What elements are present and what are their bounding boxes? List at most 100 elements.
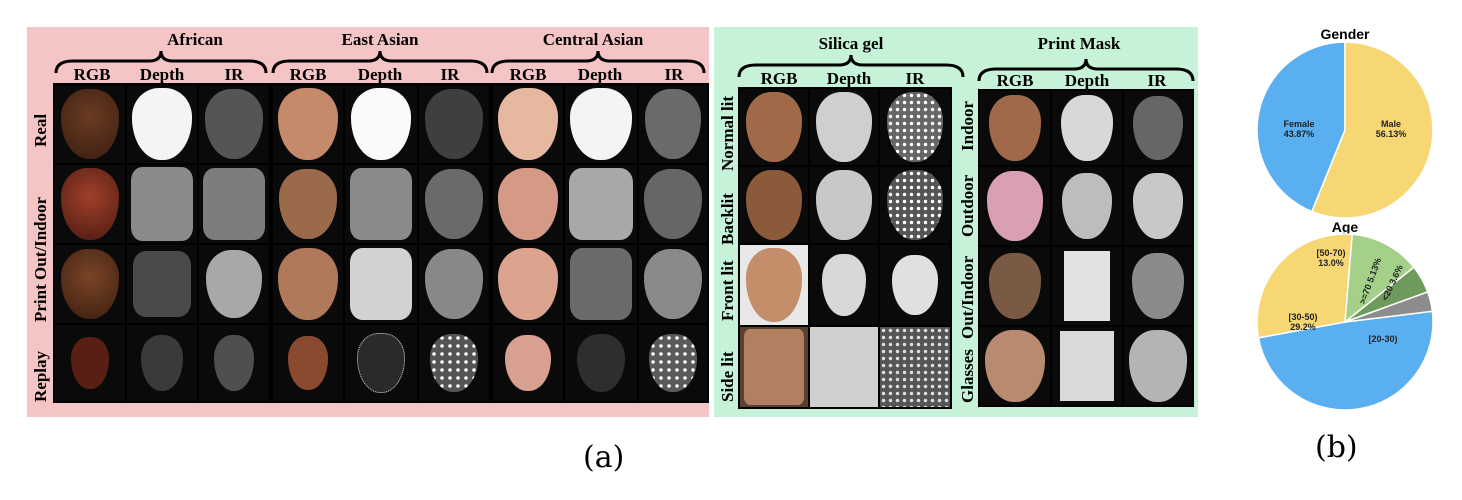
face-image — [55, 325, 125, 401]
ir-image — [199, 85, 269, 163]
group-title-silica-gel: Silica gel — [818, 34, 884, 53]
depth-image — [565, 245, 637, 323]
pie-label: [50-70) 13.0% — [1316, 248, 1345, 268]
depth-image — [1052, 167, 1122, 245]
depth-image — [345, 325, 417, 401]
col-rgb: RGB — [996, 71, 1034, 90]
col-rgb: RGB — [73, 65, 111, 84]
col-depth: Depth — [139, 65, 185, 84]
row-label-indoor: Indoor — [958, 100, 977, 151]
ir-image — [1124, 247, 1192, 325]
depth-image — [810, 327, 878, 407]
row-label-out-indoor: Out/Indoor — [958, 255, 977, 339]
ir-image — [880, 245, 950, 325]
face-image — [493, 245, 563, 323]
row-label-print-out-indoor: Print Out/Indoor — [31, 196, 50, 322]
age-pie-chart: [20-30)[30-50) 29.2%[50-70) 13.0% >=70 5.13… — [1256, 233, 1434, 411]
brace-african — [54, 50, 268, 74]
pie-slice--20 — [1344, 290, 1434, 323]
depth-image — [345, 85, 417, 163]
face-image — [55, 245, 125, 323]
col-depth: Depth — [357, 65, 403, 84]
row-label-front-lit: Front lit — [718, 260, 737, 321]
ir-image — [880, 167, 950, 243]
face-image — [493, 85, 563, 163]
caption-a: (a) — [583, 440, 625, 475]
pie-label: [20-30) — [1368, 334, 1397, 344]
brace-east-asian — [271, 50, 489, 74]
depth-image — [810, 167, 878, 243]
face-image — [980, 91, 1050, 165]
ir-image — [880, 327, 950, 407]
face-image — [493, 165, 563, 243]
ir-image — [199, 165, 269, 243]
col-rgb: RGB — [760, 69, 798, 88]
group-title-east-asian: East Asian — [341, 30, 419, 49]
face-image — [980, 167, 1050, 245]
face-image — [740, 327, 808, 407]
face-image — [273, 85, 343, 163]
ir-image — [639, 85, 707, 163]
col-ir: IR — [664, 65, 684, 84]
pie-slice-male — [1310, 41, 1434, 219]
col-depth: Depth — [826, 69, 872, 88]
face-image — [55, 165, 125, 243]
ir-image — [419, 245, 489, 323]
depth-image — [127, 245, 197, 323]
col-depth: Depth — [577, 65, 623, 84]
age-chart-title: Age — [1331, 219, 1359, 235]
row-label-side-lit: Side lit — [718, 351, 737, 402]
group-title-print-mask: Print Mask — [1037, 34, 1121, 53]
pie-slice-female — [1256, 41, 1346, 213]
row-label-outdoor: Outdoor — [958, 174, 977, 237]
silica-gel-image-grid — [738, 87, 952, 409]
pie-label: Male 56.13% — [1376, 119, 1407, 139]
col-ir: IR — [1147, 71, 1167, 90]
ir-image — [419, 85, 489, 163]
ir-image — [199, 325, 269, 401]
ir-image — [639, 165, 707, 243]
row-label-replay: Replay — [31, 351, 50, 402]
face-image — [55, 85, 125, 163]
col-depth: Depth — [1064, 71, 1110, 90]
pie-slice--30-50- — [1256, 233, 1354, 339]
row-label-glasses: Glasses — [958, 349, 977, 403]
ethnicity-panel: African East Asian Central Asian RGB Dep… — [27, 27, 709, 417]
depth-image — [565, 85, 637, 163]
pie-label: [30-50) 29.2% — [1288, 312, 1317, 332]
face-image — [273, 325, 343, 401]
col-rgb: RGB — [289, 65, 327, 84]
depth-image — [127, 325, 197, 401]
depth-image — [1052, 91, 1122, 165]
face-image — [740, 89, 808, 165]
depth-image — [345, 245, 417, 323]
row-label-backlit: Backlit — [718, 193, 737, 245]
face-image — [273, 165, 343, 243]
gender-chart-title: Gender — [1320, 26, 1370, 42]
ir-image — [1124, 167, 1192, 245]
depth-image — [565, 325, 637, 401]
ir-image — [639, 245, 707, 323]
face-image — [493, 325, 563, 401]
ir-image — [1124, 91, 1192, 165]
depth-image — [810, 89, 878, 165]
ir-image — [199, 245, 269, 323]
pie-label: Female 43.87% — [1283, 119, 1314, 139]
row-label-real: Real — [31, 113, 50, 147]
print-mask-image-grid — [978, 89, 1194, 407]
depth-image — [127, 165, 197, 243]
brace-central-asian — [490, 50, 706, 74]
group-title-central-asian: Central Asian — [542, 30, 644, 49]
row-label-normal-lit: Normal lit — [718, 95, 737, 171]
depth-image — [565, 165, 637, 243]
ir-image — [880, 89, 950, 165]
depth-image — [1052, 247, 1122, 325]
pie-slice--20-30- — [1257, 310, 1434, 411]
depth-image — [127, 85, 197, 163]
ir-image — [639, 325, 707, 401]
ir-image — [419, 165, 489, 243]
col-ir: IR — [224, 65, 244, 84]
brace-print-mask — [977, 58, 1195, 82]
col-ir: IR — [905, 69, 925, 88]
col-ir: IR — [440, 65, 460, 84]
